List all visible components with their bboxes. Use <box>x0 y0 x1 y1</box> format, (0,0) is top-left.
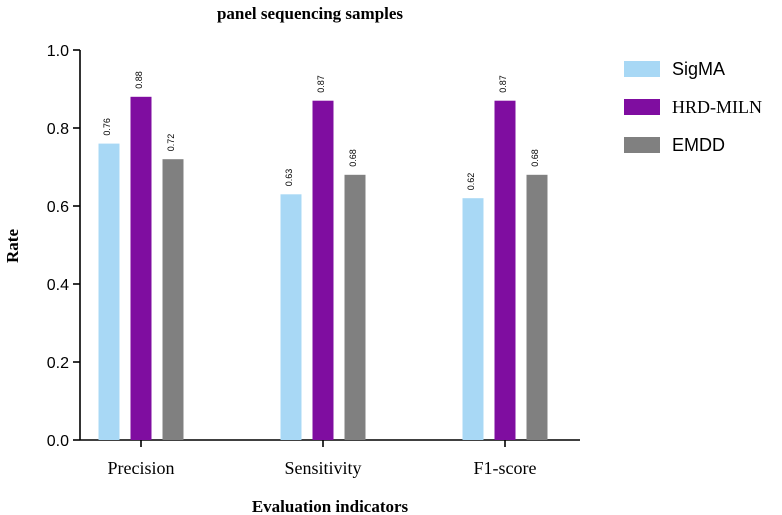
bar-hrd-miln <box>130 96 152 441</box>
y-tick-label: 0.4 <box>47 277 69 294</box>
data-label: 0.87 <box>498 75 508 93</box>
legend-label: EMDD <box>672 135 725 155</box>
legend-swatch-hrd-miln <box>624 99 660 115</box>
data-label: 0.72 <box>166 134 176 152</box>
y-tick-label: 0.0 <box>47 433 69 450</box>
x-tick-label: F1-score <box>474 458 537 478</box>
chart-title: panel sequencing samples <box>217 4 403 23</box>
y-axis-label: Rate <box>3 229 22 263</box>
legend-swatch-emdd <box>624 137 660 153</box>
legend-label: HRD-MILN <box>672 97 762 117</box>
bar-sigma <box>280 194 302 440</box>
data-label: 0.68 <box>348 149 358 167</box>
y-tick-label: 0.2 <box>47 355 69 372</box>
bar-sigma <box>462 198 484 440</box>
plot-area: 0.0 0.2 0.4 0.6 0.8 1.0 Precision Sensitivity F1… <box>47 43 580 478</box>
bar-hrd-miln <box>494 100 516 440</box>
data-label: 0.62 <box>466 173 476 191</box>
bar-hrd-miln <box>312 100 334 440</box>
y-tick-label: 1.0 <box>47 43 69 60</box>
data-label: 0.76 <box>102 118 112 136</box>
x-tick-label: Precision <box>108 458 175 478</box>
legend-label: SigMA <box>672 59 725 79</box>
y-tick-label: 0.6 <box>47 199 69 216</box>
legend-swatch-sigma <box>624 61 660 77</box>
legend: SigMA HRD-MILN EMDD <box>624 59 762 155</box>
bar-sigma <box>98 143 120 440</box>
data-label: 0.63 <box>284 169 294 187</box>
data-label: 0.88 <box>134 71 144 89</box>
x-axis-label: Evaluation indicators <box>252 497 409 515</box>
x-tick-label: Sensitivity <box>284 458 361 478</box>
bar-emdd <box>162 159 184 440</box>
data-label: 0.87 <box>316 75 326 93</box>
data-label: 0.68 <box>530 149 540 167</box>
bar-emdd <box>526 174 548 441</box>
y-tick-label: 0.8 <box>47 121 69 138</box>
bar-emdd <box>344 174 366 441</box>
